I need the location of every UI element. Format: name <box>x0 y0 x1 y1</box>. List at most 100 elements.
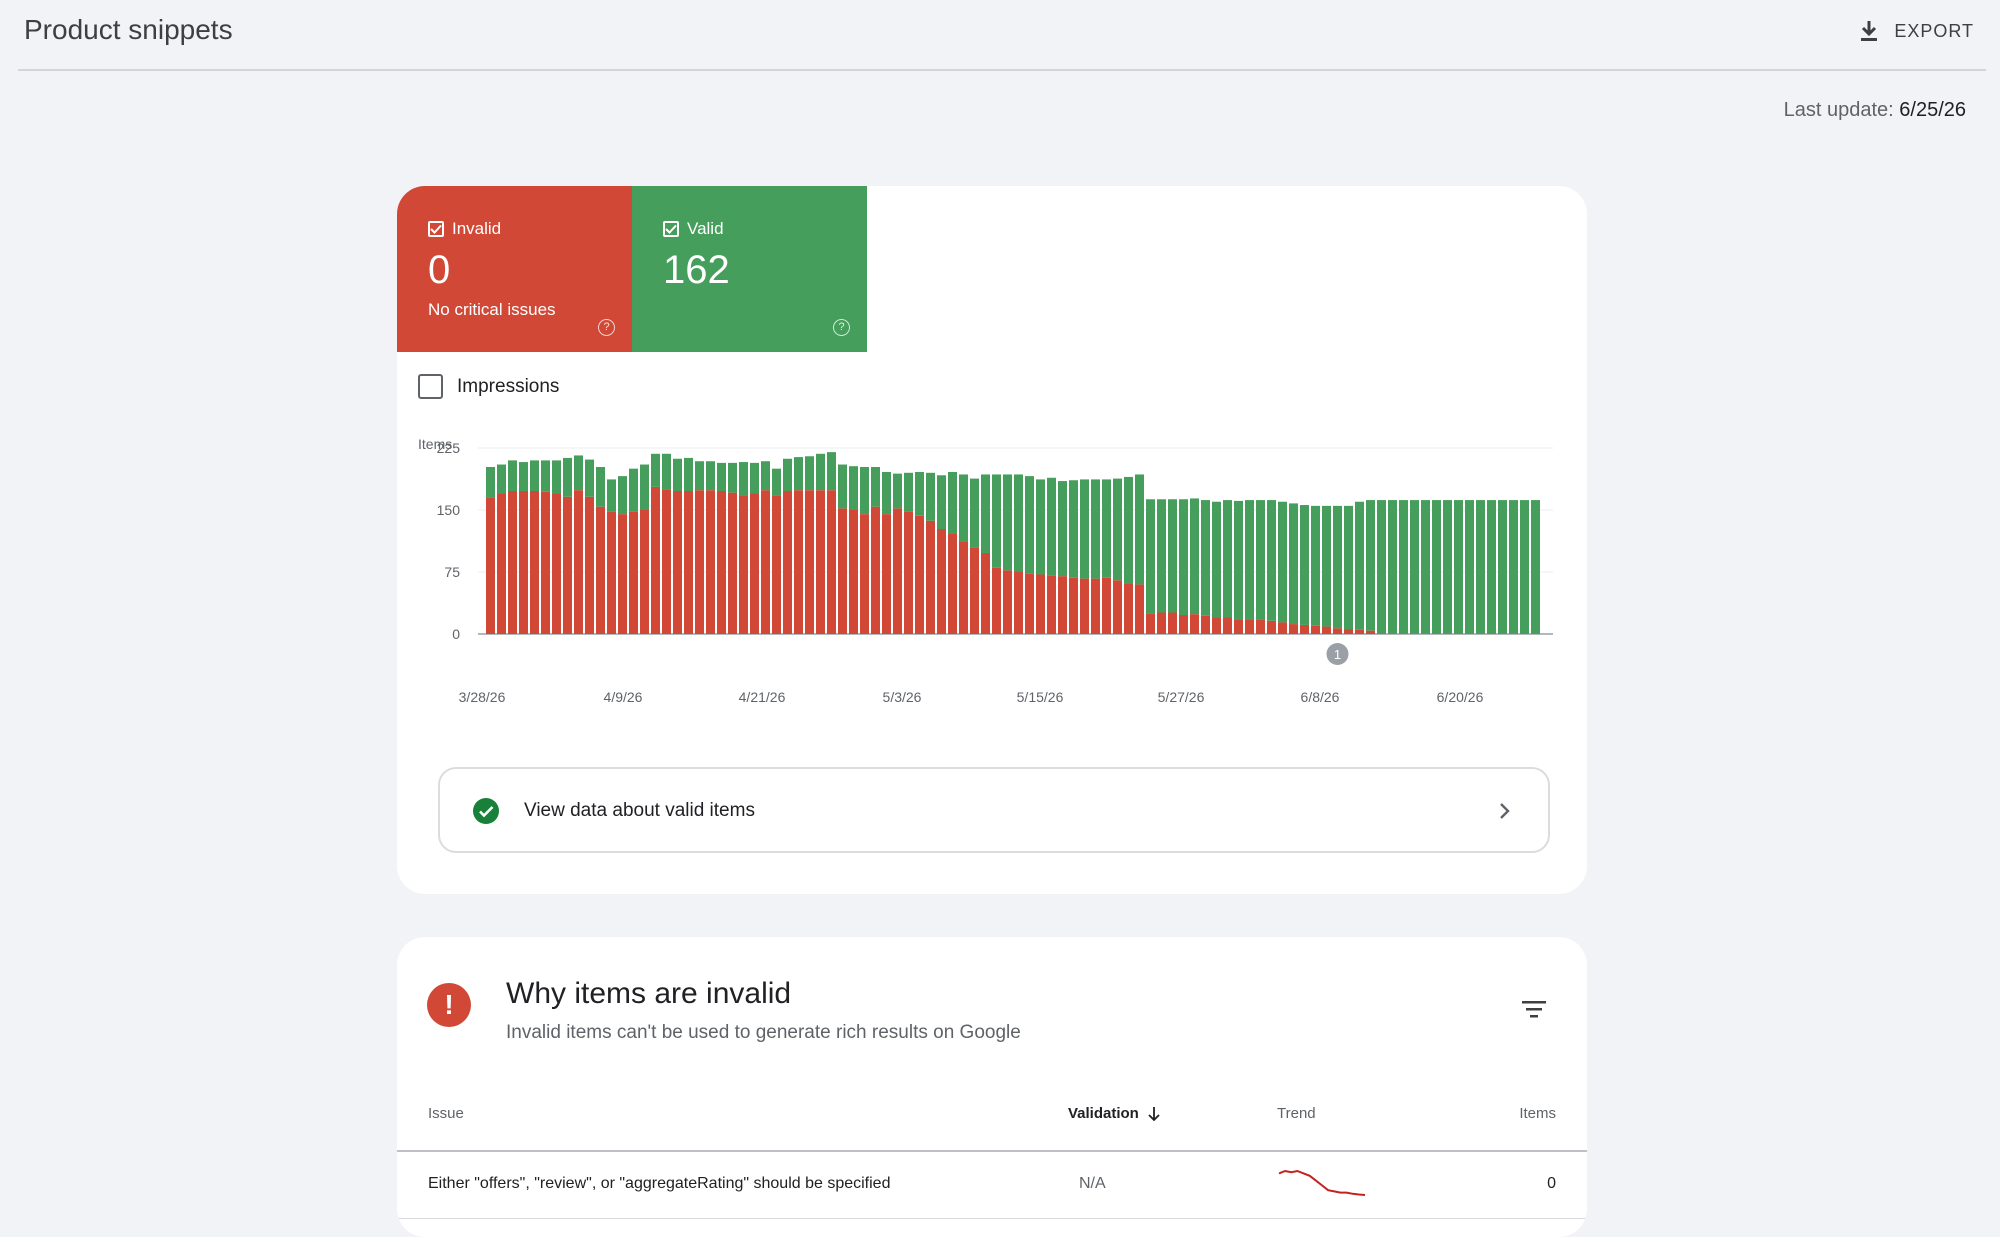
checkbox-checked-icon[interactable] <box>663 221 679 237</box>
chart-bar-invalid <box>629 511 638 634</box>
column-header-items[interactable]: Items <box>1519 1105 1556 1122</box>
chart-bar-invalid <box>871 506 880 634</box>
chart-bar-invalid <box>1278 622 1287 634</box>
chart-bar-valid <box>563 457 572 497</box>
chart-bar-invalid <box>1003 570 1012 634</box>
chart-bar-invalid <box>574 490 583 634</box>
chart-bar-valid <box>1003 474 1012 571</box>
chart-bar-valid <box>651 453 660 487</box>
invalid-tile-header: Invalid <box>428 219 501 239</box>
chart-bar-valid <box>596 467 605 507</box>
chart-bar-valid <box>915 471 924 516</box>
chart-bar-valid <box>1322 505 1331 627</box>
chart-bar-valid <box>706 461 715 491</box>
chart-bar-valid <box>1080 479 1089 579</box>
y-axis-label: Items <box>418 436 452 452</box>
chart-bar-invalid <box>1190 614 1199 634</box>
chart-bar-valid <box>1311 505 1320 626</box>
chart-bar-valid <box>1443 500 1452 634</box>
chart-bar-invalid <box>783 490 792 634</box>
chart-bar-valid <box>882 471 891 515</box>
chart-bar-invalid <box>728 492 737 634</box>
chart-bar-invalid <box>706 490 715 634</box>
chart-bar-valid <box>959 474 968 542</box>
chart-bar-valid <box>750 462 759 494</box>
chart-bar-invalid <box>1311 625 1320 634</box>
chart-bar-invalid <box>1201 615 1210 634</box>
y-tick-label: 0 <box>452 626 460 642</box>
chart-bar-valid <box>1421 500 1430 634</box>
chart-bar-valid <box>1476 500 1485 634</box>
chart-bar-valid <box>1025 476 1034 574</box>
chart-bar-invalid <box>717 490 726 634</box>
chart-bar-valid <box>508 460 517 491</box>
arrow-down-icon <box>1148 1106 1160 1121</box>
annotation-marker <box>1326 643 1349 665</box>
table-row[interactable]: Either "offers", "review", or "aggregate… <box>397 1152 1587 1219</box>
help-icon[interactable]: ? <box>598 319 615 336</box>
filter-icon[interactable] <box>1521 999 1547 1019</box>
view-valid-items-button[interactable]: View data about valid items <box>438 767 1550 853</box>
chart-bar-invalid <box>1036 574 1045 634</box>
x-tick-label: 3/28/26 <box>459 689 506 705</box>
impressions-checkbox[interactable] <box>418 374 443 399</box>
chart-bar-valid <box>1234 500 1243 620</box>
chart-bar-invalid <box>596 506 605 634</box>
invalid-tile[interactable]: Invalid 0 No critical issues ? <box>397 186 632 352</box>
table-header-divider <box>397 1150 1587 1152</box>
chart-bar-invalid <box>981 552 990 634</box>
column-header-validation[interactable]: Validation <box>1068 1105 1161 1122</box>
chart-bar-valid <box>1531 500 1540 634</box>
valid-count: 162 <box>663 248 730 292</box>
x-tick-label: 4/9/26 <box>604 689 643 705</box>
chart-bar-valid <box>684 457 693 491</box>
chart-bar-invalid <box>563 496 572 634</box>
invalid-subtext: No critical issues <box>428 300 556 319</box>
chart-bar-valid <box>1267 500 1276 621</box>
chart-bar-valid <box>838 464 847 509</box>
chart-bar-valid <box>519 462 528 491</box>
help-icon[interactable]: ? <box>833 319 850 336</box>
chart-bar-invalid <box>860 514 869 634</box>
chart-bar-valid <box>552 460 561 494</box>
chart-bar-invalid <box>552 493 561 634</box>
y-tick-label: 150 <box>437 502 461 518</box>
chart-bar-valid <box>1410 500 1419 634</box>
column-header-issue[interactable]: Issue <box>428 1105 464 1122</box>
chart-bar-valid <box>530 460 539 491</box>
chart-bar-valid <box>629 468 638 512</box>
chart-bar-valid <box>981 474 990 553</box>
chart-bar-valid <box>992 474 1001 568</box>
y-tick-label: 225 <box>437 440 461 456</box>
chart-bar-invalid <box>739 495 748 634</box>
chart-bar-valid <box>728 462 737 493</box>
chart-bar-invalid <box>1289 624 1298 634</box>
chart-bar-valid <box>1157 499 1166 613</box>
chart-bar-invalid <box>662 489 671 634</box>
export-label: EXPORT <box>1894 20 1974 41</box>
chart-bar-invalid <box>519 490 528 634</box>
chart-bar-invalid <box>1146 613 1155 634</box>
chart-bar-valid <box>1135 474 1144 585</box>
impressions-toggle[interactable]: Impressions <box>418 374 559 399</box>
chart-bar-invalid <box>1300 624 1309 634</box>
checkbox-checked-icon[interactable] <box>428 221 444 237</box>
chart-bar-valid <box>607 479 616 512</box>
chart-bar-valid <box>1300 505 1309 625</box>
chart-bar-invalid <box>761 490 770 634</box>
last-update-label: Last update: <box>1783 99 1894 121</box>
chart-bar-valid <box>1377 500 1386 634</box>
summary-card: Invalid 0 No critical issues ? Valid 162… <box>397 186 1587 894</box>
valid-tile[interactable]: Valid 162 ? <box>632 186 867 352</box>
chart-bar-invalid <box>1322 626 1331 634</box>
chart-bar-invalid <box>1157 612 1166 634</box>
export-button[interactable]: EXPORT <box>1858 14 1974 48</box>
y-tick-label: 75 <box>444 564 460 580</box>
chart-bar-invalid <box>849 510 858 634</box>
chart-bar-valid <box>1069 480 1078 578</box>
chart-bar-valid <box>1509 500 1518 634</box>
chart-bar-invalid <box>1014 572 1023 634</box>
chart-bar-invalid <box>1344 629 1353 634</box>
x-tick-label: 5/3/26 <box>883 689 922 705</box>
chart-bar-invalid <box>959 541 968 634</box>
